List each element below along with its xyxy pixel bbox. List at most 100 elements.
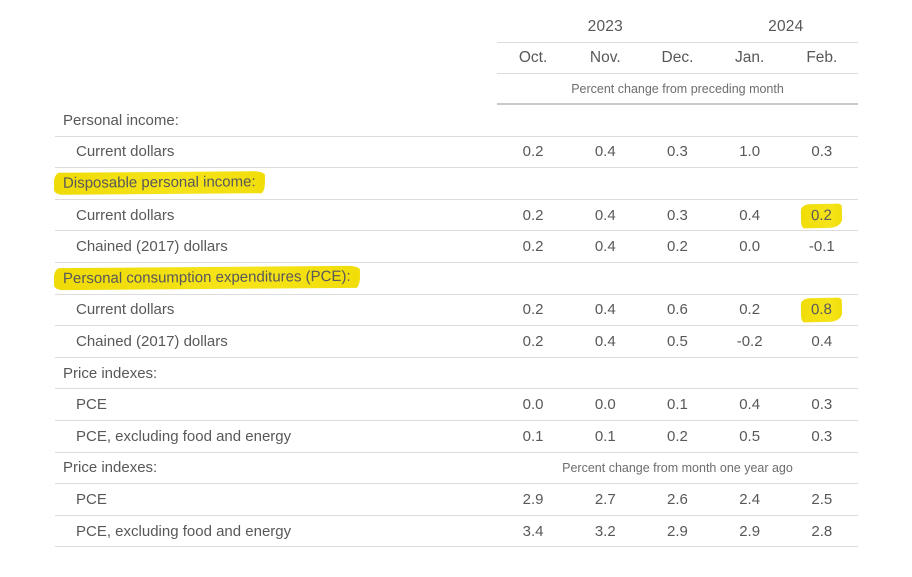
row-label-text: Personal income: bbox=[63, 111, 179, 129]
month-header-nov: Nov. bbox=[589, 49, 621, 66]
month-header-jan: Jan. bbox=[735, 49, 765, 66]
value-cell: 0.4 bbox=[786, 333, 858, 350]
row-label: Current dollars bbox=[55, 143, 497, 160]
value-cell: 0.0 bbox=[569, 396, 641, 413]
value-text: 0.4 bbox=[594, 301, 616, 319]
value-text: 2.6 bbox=[667, 490, 688, 508]
value-cell: 0.2 bbox=[641, 238, 713, 255]
row-label: PCE, excluding food and energy bbox=[55, 523, 497, 540]
value-cell: 0.6 bbox=[641, 301, 713, 318]
unit-note-row: Percent change from preceding month bbox=[497, 74, 858, 105]
value-cell: 0.4 bbox=[569, 143, 641, 160]
value-text: 0.2 bbox=[522, 206, 544, 224]
month-header-row: Oct. Nov. Dec. Jan. Feb. bbox=[497, 43, 858, 74]
row-label-text: Chained (2017) dollars bbox=[76, 238, 228, 256]
value-cell: 0.4 bbox=[714, 396, 786, 413]
value-cell: 2.7 bbox=[569, 491, 641, 508]
value-text: 0.2 bbox=[522, 332, 544, 350]
month-header-feb: Feb. bbox=[806, 49, 838, 66]
value-cell: 2.4 bbox=[714, 491, 786, 508]
value-text: 0.3 bbox=[667, 143, 688, 161]
value-cell: 1.0 bbox=[714, 143, 786, 160]
value-cell: 0.5 bbox=[641, 333, 713, 350]
value-cell: 0.4 bbox=[569, 333, 641, 350]
row-label: PCE, excluding food and energy bbox=[55, 428, 497, 445]
value-cell: 0.3 bbox=[786, 428, 858, 445]
value-cell: 0.2 bbox=[497, 238, 569, 255]
value-cell: 0.3 bbox=[786, 396, 858, 413]
row-label-text: PCE, excluding food and energy bbox=[76, 427, 292, 445]
month-header-oct: Oct. bbox=[518, 49, 548, 66]
value-cell: 0.2 bbox=[497, 143, 569, 160]
value-text: 0.5 bbox=[667, 332, 688, 350]
value-text: 0.2 bbox=[667, 427, 688, 445]
value-cell: 0.3 bbox=[641, 207, 713, 224]
row-label: Chained (2017) dollars bbox=[55, 333, 497, 350]
value-text: 0.1 bbox=[667, 396, 688, 414]
value-cell: 0.5 bbox=[714, 428, 786, 445]
value-text: 0.4 bbox=[594, 206, 616, 224]
value-text: 2.8 bbox=[811, 522, 833, 540]
table-row: Chained (2017) dollars 0.2 0.4 0.5 -0.2 0.4 bbox=[55, 326, 858, 358]
table-row: PCE 0.0 0.0 0.1 0.4 0.3 bbox=[55, 389, 858, 421]
row-label-text: PCE bbox=[76, 490, 107, 508]
row-label-text: Current dollars bbox=[76, 206, 175, 224]
table-row: Current dollars 0.2 0.4 0.6 0.2 0.8 bbox=[55, 295, 858, 327]
value-text: 0.2 bbox=[522, 143, 544, 161]
value-cell: 2.8 bbox=[786, 523, 858, 540]
table-row: Price indexes: bbox=[55, 358, 858, 390]
value-text: 0.3 bbox=[811, 396, 833, 414]
value-text: 0.3 bbox=[811, 143, 833, 161]
row-label: Price indexes: bbox=[55, 459, 497, 476]
row-label-text: PCE bbox=[76, 396, 107, 414]
value-cell: 0.3 bbox=[786, 143, 858, 160]
value-cell: 0.1 bbox=[641, 396, 713, 413]
row-label-text: Current dollars bbox=[76, 301, 175, 319]
value-text: 0.3 bbox=[811, 427, 833, 445]
value-cell: 0.2 bbox=[497, 333, 569, 350]
value-cell: 0.1 bbox=[569, 428, 641, 445]
value-text: 0.3 bbox=[667, 206, 688, 224]
value-text: 0.0 bbox=[522, 396, 544, 414]
value-text: 0.4 bbox=[811, 332, 833, 350]
table-row: PCE, excluding food and energy 0.1 0.1 0.2 0… bbox=[55, 421, 858, 453]
value-cell: 0.2 bbox=[497, 207, 569, 224]
row-label: Disposable personal income: bbox=[53, 171, 497, 196]
value-cell: 0.4 bbox=[714, 207, 786, 224]
value-cell: -0.2 bbox=[714, 333, 786, 350]
value-cell: -0.1 bbox=[786, 238, 858, 255]
value-text: 3.2 bbox=[594, 522, 616, 540]
row-label: Current dollars bbox=[55, 301, 497, 318]
label-highlight-marker: Disposable personal income: bbox=[53, 171, 265, 196]
row-label: Price indexes: bbox=[55, 365, 497, 382]
value-text: -0.1 bbox=[808, 238, 835, 256]
value-text: 0.4 bbox=[739, 206, 761, 224]
value-text: 0.4 bbox=[594, 332, 616, 350]
value-text: 3.4 bbox=[522, 522, 544, 540]
value-cell: 0.4 bbox=[569, 301, 641, 318]
table-row: Personal income: bbox=[55, 105, 858, 137]
row-label: PCE bbox=[55, 491, 497, 508]
value-text: 0.2 bbox=[522, 301, 544, 319]
value-text: 0.1 bbox=[522, 427, 544, 445]
value-text: 2.4 bbox=[739, 490, 761, 508]
value-text: 0.2 bbox=[522, 238, 544, 256]
value-text: -0.2 bbox=[736, 332, 763, 350]
data-table: 2023 2024 Oct. Nov. Dec. Jan. Feb. Percent c… bbox=[53, 12, 858, 548]
value-cell: 0.4 bbox=[569, 238, 641, 255]
value-text: 0.4 bbox=[594, 238, 616, 256]
value-text: 2.5 bbox=[811, 490, 833, 508]
unit-note: Percent change from preceding month bbox=[571, 81, 784, 96]
value-cell: 0.2 bbox=[641, 428, 713, 445]
value-cell: 0.8 bbox=[786, 297, 858, 323]
value-cell: 2.6 bbox=[641, 491, 713, 508]
table-row: Current dollars 0.2 0.4 0.3 1.0 0.3 bbox=[55, 137, 858, 169]
table-row: Disposable personal income: bbox=[53, 168, 858, 200]
value-highlight-marker: 0.8 bbox=[801, 297, 843, 323]
value-text: 2.7 bbox=[594, 490, 616, 508]
value-text: 0.1 bbox=[594, 427, 616, 445]
value-cell: 2.9 bbox=[714, 523, 786, 540]
row-label-text: Price indexes: bbox=[63, 364, 158, 382]
value-highlight-marker: 0.2 bbox=[801, 203, 843, 228]
